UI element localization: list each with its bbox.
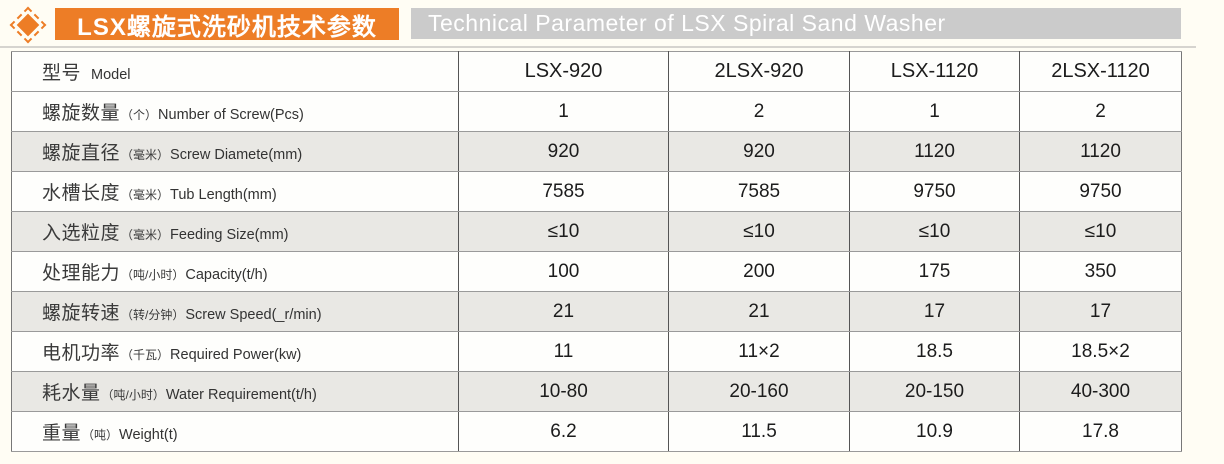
parameter-label-zh: 入选粒度 xyxy=(42,223,121,244)
table-row: 耗水量（吨/小时）Water Requirement(t/h) 10-80 20-1… xyxy=(11,371,1182,412)
parameter-value-cell: 100 xyxy=(458,251,669,292)
parameter-value-cell: 920 xyxy=(668,131,850,172)
parameter-value-cell: 10.9 xyxy=(849,411,1020,452)
page-title-chinese: LSX螺旋式洗砂机技术参数 xyxy=(55,8,399,41)
parameter-label-note: （千瓦） xyxy=(121,348,170,362)
parameter-label-en: Tub Length(mm) xyxy=(170,187,277,203)
parameter-label-cell: 螺旋数量（个）Number of Screw(Pcs) xyxy=(11,91,459,132)
parameter-label-zh: 电机功率 xyxy=(42,343,121,364)
parameter-value-cell: 20-150 xyxy=(849,371,1020,412)
parameter-label-en: Screw Diamete(mm) xyxy=(170,147,303,163)
parameter-value-cell: 18.5 xyxy=(849,331,1020,372)
table-row: 重量（吨）Weight(t) 6.2 11.5 10.9 17.8 xyxy=(11,411,1182,452)
table-row: 水槽长度（毫米）Tub Length(mm) 7585 7585 9750 9750 xyxy=(11,171,1182,212)
table-row: 螺旋直径（毫米）Screw Diamete(mm) 920 920 1120 1120 xyxy=(11,131,1182,172)
parameter-label-zh: 重量 xyxy=(42,423,82,444)
table-row: 螺旋转速（转/分钟）Screw Speed(_r/min) 21 21 17 17 xyxy=(11,291,1182,332)
parameter-value-cell: 200 xyxy=(668,251,850,292)
parameter-value-cell: 350 xyxy=(1019,251,1182,292)
parameter-value-cell: ≤10 xyxy=(849,211,1020,252)
table-header-row: 型号 Model LSX-920 2LSX-920 LSX-1120 2LSX-1120 xyxy=(11,51,1182,92)
parameter-label-cell: 处理能力（吨/小时）Capacity(t/h) xyxy=(11,251,459,292)
parameter-value-cell: 10-80 xyxy=(458,371,669,412)
parameter-value-cell: 20-160 xyxy=(668,371,850,412)
parameter-label-en: Number of Screw(Pcs) xyxy=(158,107,304,123)
parameter-value-cell: 6.2 xyxy=(458,411,669,452)
parameter-label-zh: 处理能力 xyxy=(42,263,121,284)
parameter-label-en: Feeding Size(mm) xyxy=(170,227,289,243)
model-name-cell: LSX-1120 xyxy=(849,51,1020,92)
parameter-value-cell: 11×2 xyxy=(668,331,850,372)
parameter-label-en: Capacity(t/h) xyxy=(185,267,268,283)
parameter-value-cell: ≤10 xyxy=(1019,211,1182,252)
parameter-value-cell: 1 xyxy=(458,91,669,132)
parameter-value-cell: 11.5 xyxy=(668,411,850,452)
parameter-label-en: Required Power(kw) xyxy=(170,347,302,363)
diamond-icon xyxy=(8,5,48,45)
parameter-label-note: （吨/小时） xyxy=(101,388,165,402)
parameter-value-cell: 2 xyxy=(668,91,850,132)
parameter-value-cell: 9750 xyxy=(1019,171,1182,212)
parameter-label-cell: 耗水量（吨/小时）Water Requirement(t/h) xyxy=(11,371,459,412)
parameter-label-en: Water Requirement(t/h) xyxy=(165,387,317,403)
parameter-label-note: （转/分钟） xyxy=(121,308,185,322)
parameter-value-cell: 2 xyxy=(1019,91,1182,132)
parameter-label-note: （毫米） xyxy=(121,148,170,162)
model-name-cell: 2LSX-1120 xyxy=(1019,51,1182,92)
parameter-label-note: （个） xyxy=(121,108,158,122)
parameter-value-cell: 7585 xyxy=(458,171,669,212)
parameter-label-note: （吨） xyxy=(82,428,119,442)
parameter-label-note: （毫米） xyxy=(121,228,170,242)
parameter-label-en: Screw Speed(_r/min) xyxy=(185,307,322,323)
technical-parameters-table: 型号 Model LSX-920 2LSX-920 LSX-1120 2LSX-1120 螺… xyxy=(11,51,1182,452)
parameter-value-cell: 920 xyxy=(458,131,669,172)
model-label-en: Model xyxy=(91,67,131,83)
parameter-value-cell: 17 xyxy=(849,291,1020,332)
header-banner: LSX螺旋式洗砂机技术参数 Technical Parameter of LSX… xyxy=(0,0,1224,48)
table-row: 电机功率（千瓦）Required Power(kw) 11 11×2 18.5 18.5… xyxy=(11,331,1182,372)
table-row: 入选粒度（毫米）Feeding Size(mm) ≤10 ≤10 ≤10 ≤10 xyxy=(11,211,1182,252)
table-row: 螺旋数量（个）Number of Screw(Pcs) 1 2 1 2 xyxy=(11,91,1182,132)
parameter-label-cell: 水槽长度（毫米）Tub Length(mm) xyxy=(11,171,459,212)
parameter-value-cell: 175 xyxy=(849,251,1020,292)
parameter-value-cell: 11 xyxy=(458,331,669,372)
parameter-value-cell: ≤10 xyxy=(668,211,850,252)
parameter-value-cell: 17 xyxy=(1019,291,1182,332)
parameter-value-cell: 21 xyxy=(668,291,850,332)
parameter-value-cell: 7585 xyxy=(668,171,850,212)
parameter-value-cell: 21 xyxy=(458,291,669,332)
parameter-label-note: （毫米） xyxy=(121,188,170,202)
model-name-cell: LSX-920 xyxy=(458,51,669,92)
parameter-label-zh: 水槽长度 xyxy=(42,183,121,204)
model-label-cell: 型号 Model xyxy=(11,51,459,92)
parameter-label-cell: 重量（吨）Weight(t) xyxy=(11,411,459,452)
parameter-value-cell: 17.8 xyxy=(1019,411,1182,452)
page-title-english: Technical Parameter of LSX Spiral Sand W… xyxy=(411,8,1181,39)
parameter-label-en: Weight(t) xyxy=(119,427,178,443)
parameter-label-zh: 螺旋数量 xyxy=(42,103,121,124)
table-row: 处理能力（吨/小时）Capacity(t/h) 100 200 175 350 xyxy=(11,251,1182,292)
parameter-label-cell: 螺旋直径（毫米）Screw Diamete(mm) xyxy=(11,131,459,172)
parameter-value-cell: 40-300 xyxy=(1019,371,1182,412)
parameter-value-cell: 18.5×2 xyxy=(1019,331,1182,372)
parameter-label-zh: 耗水量 xyxy=(42,383,101,404)
parameter-label-zh: 螺旋直径 xyxy=(42,143,121,164)
parameter-label-cell: 螺旋转速（转/分钟）Screw Speed(_r/min) xyxy=(11,291,459,332)
parameter-label-zh: 螺旋转速 xyxy=(42,303,121,324)
parameter-value-cell: 1120 xyxy=(849,131,1020,172)
model-name-cell: 2LSX-920 xyxy=(668,51,850,92)
parameter-label-note: （吨/小时） xyxy=(121,268,185,282)
parameter-value-cell: 1120 xyxy=(1019,131,1182,172)
parameter-label-cell: 电机功率（千瓦）Required Power(kw) xyxy=(11,331,459,372)
model-label-zh: 型号 xyxy=(42,63,82,84)
parameter-label-cell: 入选粒度（毫米）Feeding Size(mm) xyxy=(11,211,459,252)
banner-divider xyxy=(0,46,1196,48)
parameter-value-cell: 9750 xyxy=(849,171,1020,212)
parameter-value-cell: ≤10 xyxy=(458,211,669,252)
parameter-value-cell: 1 xyxy=(849,91,1020,132)
